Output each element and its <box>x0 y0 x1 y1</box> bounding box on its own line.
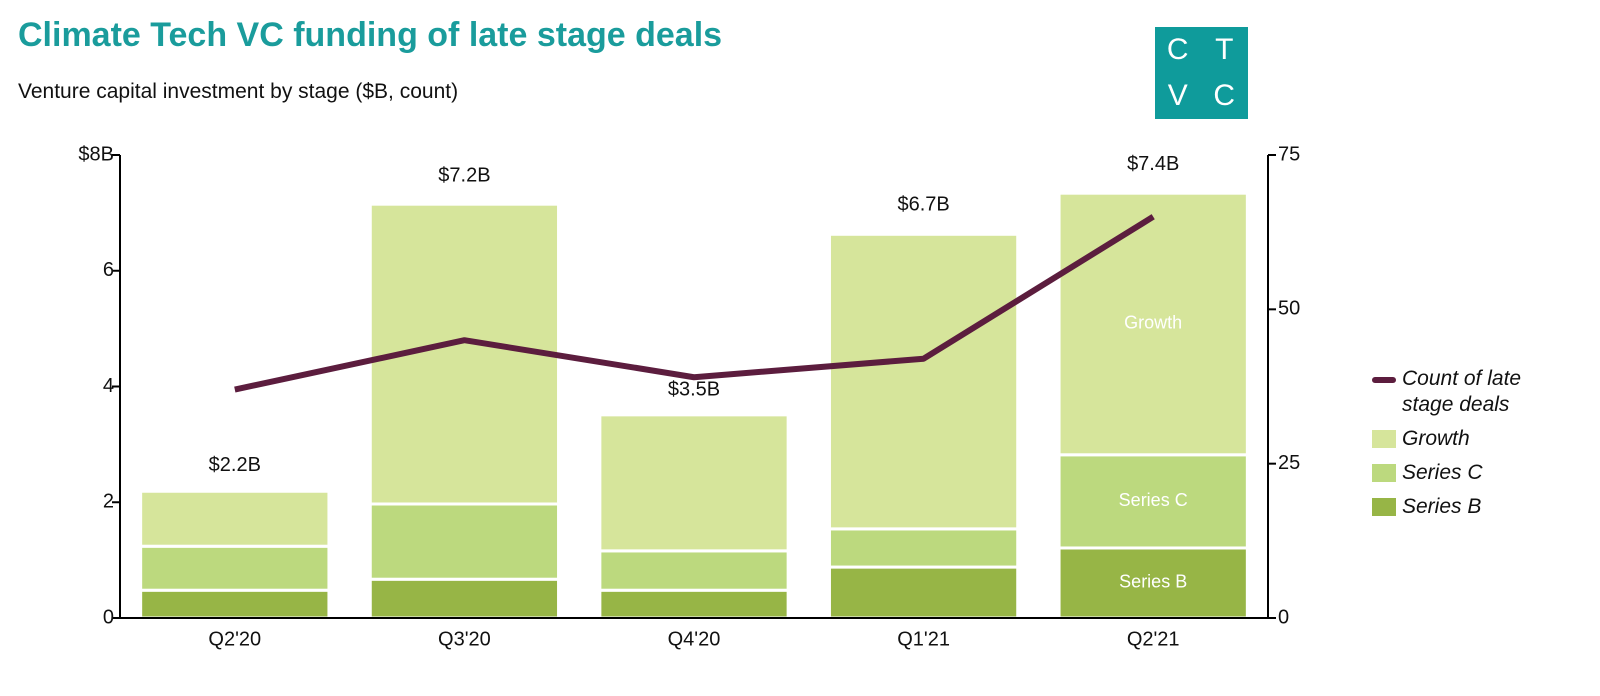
legend-swatch <box>1372 464 1396 482</box>
logo-letter: V <box>1167 79 1189 112</box>
bar-segment <box>368 502 561 581</box>
legend-swatch <box>1372 498 1396 516</box>
legend-swatch <box>1372 430 1396 448</box>
total-label: $3.5B <box>668 379 720 401</box>
bar-segment <box>598 588 790 620</box>
tick-label: 2 <box>103 491 114 513</box>
legend-item: Count of late stage deals <box>1372 366 1572 418</box>
logo-letter: C <box>1166 33 1190 66</box>
bar-segment <box>827 565 1020 620</box>
tick-label: $8B <box>78 143 114 165</box>
logo-letter: C <box>1213 79 1237 112</box>
x-tick-label: Q4'20 <box>668 628 721 650</box>
bar-segment <box>598 413 790 553</box>
bar-segment <box>827 527 1020 569</box>
legend: Count of late stage deals Growth Series C S… <box>1372 366 1572 528</box>
legend-label: Growth <box>1402 427 1470 450</box>
legend-label: Series C <box>1402 461 1483 484</box>
logo: C T V C <box>1155 27 1248 119</box>
bar-segment <box>139 489 331 548</box>
chart-title: Climate Tech VC funding of late stage de… <box>18 16 723 54</box>
segment-label: Series C <box>1119 490 1188 510</box>
chart-subtitle: Venture capital investment by stage ($B,… <box>18 80 459 103</box>
tick-label: 4 <box>103 375 114 397</box>
tick-label: 25 <box>1278 452 1300 474</box>
bar-segment <box>1057 453 1249 550</box>
bar-segment <box>1057 546 1249 620</box>
tick-label: 0 <box>103 606 114 628</box>
bar-segment <box>827 232 1020 531</box>
tick-label: 75 <box>1278 143 1300 165</box>
bar-segment <box>139 544 331 592</box>
segment-label: Growth <box>1124 313 1182 333</box>
bar-segment <box>368 577 561 620</box>
line-series <box>234 214 1155 393</box>
bar-segment <box>598 549 790 592</box>
segment-label: Series B <box>1119 572 1187 592</box>
logo-letter: T <box>1215 33 1235 66</box>
legend-item: Series B <box>1372 494 1572 520</box>
x-tick-label: Q2'21 <box>1127 628 1180 650</box>
total-label: $6.7B <box>897 194 949 216</box>
tick-label: 50 <box>1278 298 1300 320</box>
legend-item: Growth <box>1372 426 1572 452</box>
total-label: $2.2B <box>209 454 261 476</box>
total-label: $7.4B <box>1127 153 1179 175</box>
legend-item: Series C <box>1372 460 1572 486</box>
total-label: $7.2B <box>438 165 490 187</box>
tick-label: 0 <box>1278 606 1289 628</box>
x-tick-label: Q2'20 <box>208 628 261 650</box>
x-tick-label: Q1'21 <box>897 628 950 650</box>
legend-label: Count of late stage deals <box>1402 367 1522 416</box>
legend-swatch <box>1372 377 1396 383</box>
bar-segment <box>139 588 331 620</box>
legend-label: Series B <box>1402 495 1482 518</box>
bar-segment <box>1057 191 1249 457</box>
tick-label: 6 <box>103 259 114 281</box>
x-tick-label: Q3'20 <box>438 628 491 650</box>
